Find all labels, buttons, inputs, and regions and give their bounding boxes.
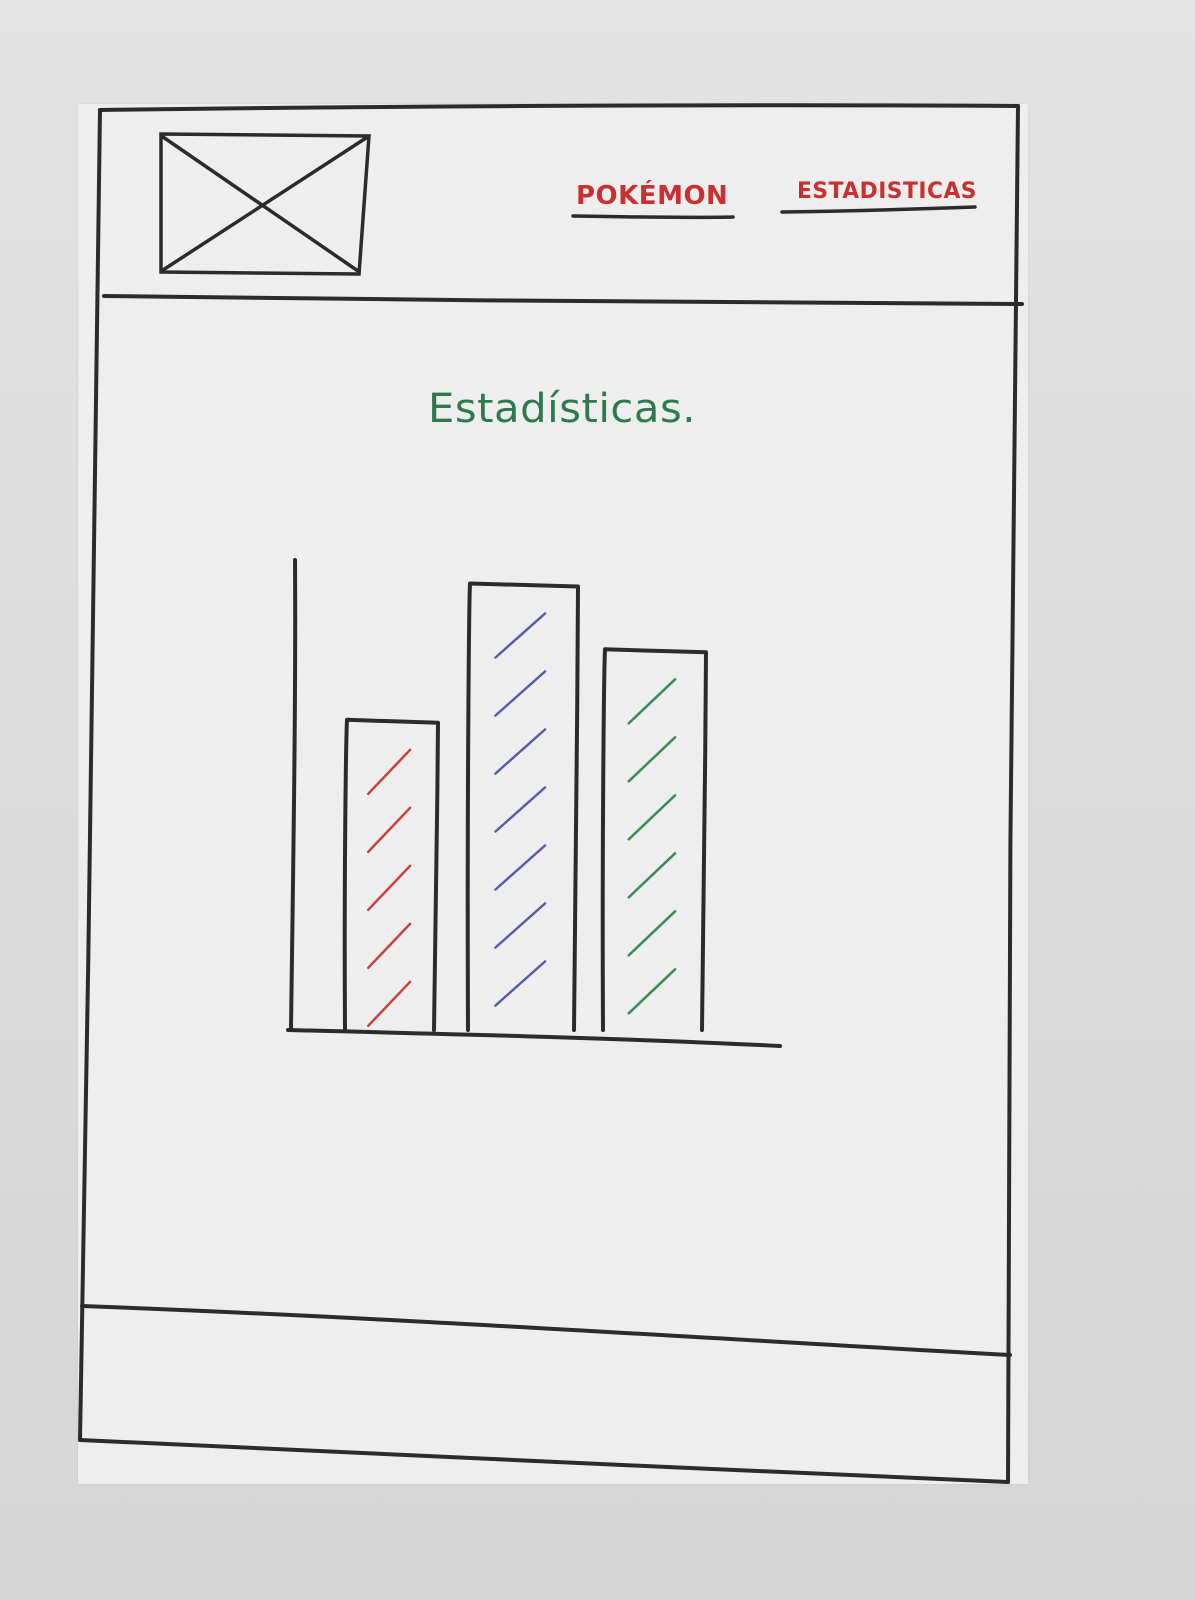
header-divider (102, 294, 1024, 306)
nav-item-pokemon-underline (571, 214, 735, 220)
bar-hatch (367, 864, 412, 912)
bar-hatch (627, 968, 677, 1015)
bar-hatch (367, 922, 412, 970)
chart-x-axis (286, 1028, 782, 1048)
page-frame (78, 103, 1020, 1484)
chart-bars (342, 581, 708, 1032)
bar-hatch (367, 980, 412, 1028)
nav-item-pokemon-label: POKÉMON (576, 179, 728, 211)
bar-hatch (494, 844, 547, 891)
bar-hatch (494, 960, 547, 1007)
bar-hatch (494, 612, 547, 659)
nav-item-estadisticas-underline (780, 205, 977, 214)
paper-sheet (78, 104, 1028, 1484)
nav-item-estadisticas[interactable]: ESTADISTICAS (780, 179, 977, 214)
page-title: Estadísticas. (428, 386, 696, 432)
bar-hatch (627, 794, 677, 841)
bar-2 (465, 581, 580, 1032)
footer-divider (80, 1304, 1012, 1357)
bar-hatch (367, 748, 412, 796)
bar-outline (600, 647, 708, 1032)
bar-hatch (494, 728, 547, 775)
bar-hatch (367, 806, 412, 854)
footer-area (84, 1360, 1004, 1440)
bar-chart (286, 558, 782, 1048)
nav-item-estadisticas-label: ESTADISTICAS (797, 179, 977, 204)
bar-outline (342, 717, 440, 1032)
logo-placeholder[interactable] (159, 132, 371, 276)
bar-hatch (627, 678, 677, 725)
bar-hatch (627, 852, 677, 899)
bar-hatch (627, 910, 677, 957)
bar-hatch (494, 902, 547, 949)
bar-hatch (494, 670, 547, 717)
chart-y-axis (289, 558, 298, 1030)
nav-item-pokemon[interactable]: POKÉMON (571, 179, 735, 220)
bar-1 (342, 717, 440, 1032)
bar-hatch (627, 736, 677, 783)
bar-outline (465, 581, 580, 1032)
bar-hatch (494, 786, 547, 833)
bar-3 (600, 647, 708, 1032)
